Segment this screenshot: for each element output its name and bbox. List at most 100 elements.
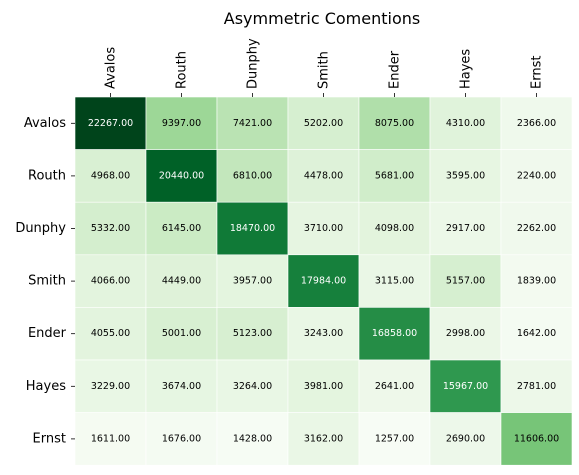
column-tick-label: Ender	[388, 50, 403, 89]
cell-value-label: 4310.00	[446, 118, 485, 129]
cell-value-label: 2998.00	[446, 328, 485, 339]
cell-value-label: 5681.00	[375, 170, 414, 181]
cell-value-label: 11606.00	[514, 433, 559, 444]
cell-value-label: 4478.00	[304, 170, 343, 181]
cell-value-label: 18470.00	[230, 223, 275, 234]
heatmap-cell	[287, 412, 360, 466]
cell-value-label: 4098.00	[375, 223, 414, 234]
cell-value-label: 5123.00	[233, 328, 272, 339]
cell-value-label: 1676.00	[162, 433, 201, 444]
heatmap-cell	[74, 96, 147, 150]
heatmap-cell	[429, 201, 502, 256]
heatmap-cell	[145, 254, 218, 308]
cell-value-label: 2366.00	[517, 118, 556, 129]
heatmap-cell	[429, 254, 502, 308]
cell-value-label: 1428.00	[233, 433, 272, 444]
cell-value-label: 3162.00	[304, 433, 343, 444]
cell-value-label: 8075.00	[375, 118, 414, 129]
heatmap-cell	[74, 359, 147, 413]
cell-value-label: 9397.00	[162, 118, 201, 129]
heatmap-cell	[74, 201, 147, 256]
column-tick-label: Routh	[175, 51, 190, 89]
cell-value-label: 5157.00	[446, 276, 485, 287]
heatmap-cell	[358, 149, 431, 203]
row-tick-label: Smith	[28, 274, 66, 289]
heatmap-cell	[287, 359, 360, 413]
column-tick-label: Avalos	[104, 47, 119, 89]
column-tick-label: Ernst	[530, 56, 545, 89]
cell-value-label: 7421.00	[233, 118, 272, 129]
cell-value-label: 2781.00	[517, 381, 556, 392]
cell-value-label: 5332.00	[91, 223, 130, 234]
cell-value-label: 1839.00	[517, 276, 556, 287]
cell-value-label: 20440.00	[159, 170, 204, 181]
cell-value-label: 5202.00	[304, 118, 343, 129]
heatmap-cells: 22267.00 9397.00 7421.00 5202.00 8075.00 4310…	[74, 96, 573, 466]
cell-value-label: 6145.00	[162, 223, 201, 234]
heatmap-cell	[216, 359, 289, 413]
heatmap-cell	[358, 96, 431, 150]
heatmap-cell	[429, 96, 502, 150]
cell-value-label: 16858.00	[372, 328, 417, 339]
heatmap-cell	[216, 201, 289, 256]
cell-value-label: 3710.00	[304, 223, 343, 234]
heatmap-cell	[74, 254, 147, 308]
heatmap-cell	[429, 412, 502, 466]
cell-value-label: 3674.00	[162, 381, 201, 392]
column-tick-label: Hayes	[459, 49, 474, 89]
heatmap-cell	[74, 412, 147, 466]
heatmap-cell	[216, 412, 289, 466]
column-tick-label: Dunphy	[246, 38, 261, 89]
column-tick-labels: Avalos Routh Dunphy Smith Ender Hayes Ernst	[104, 38, 545, 97]
chart-title: Asymmetric Comentions	[224, 9, 420, 28]
cell-value-label: 2641.00	[375, 381, 414, 392]
heatmap-cell	[500, 359, 573, 413]
cell-value-label: 2240.00	[517, 170, 556, 181]
column-tick-label: Smith	[317, 51, 332, 89]
heatmap-cell	[358, 412, 431, 466]
cell-value-label: 3229.00	[91, 381, 130, 392]
cell-value-label: 1257.00	[375, 433, 414, 444]
heatmap-cell	[500, 254, 573, 308]
cell-value-label: 3115.00	[375, 276, 414, 287]
cell-value-label: 1611.00	[91, 433, 130, 444]
row-tick-label: Ernst	[33, 431, 66, 446]
cell-value-label: 4449.00	[162, 276, 201, 287]
row-tick-label: Hayes	[26, 379, 66, 394]
row-tick-label: Dunphy	[15, 221, 66, 236]
cell-value-label: 2262.00	[517, 223, 556, 234]
heatmap-cell	[500, 412, 573, 466]
cell-value-label: 3981.00	[304, 381, 343, 392]
heatmap-cell	[500, 149, 573, 203]
row-tick-labels: Avalos Routh Dunphy Smith Ender Hayes Ernst	[15, 116, 75, 446]
row-tick-label: Ender	[28, 326, 67, 341]
cell-value-label: 17984.00	[301, 276, 346, 287]
cell-value-label: 15967.00	[443, 381, 488, 392]
heatmap-cell	[145, 96, 218, 150]
heatmap-cell	[145, 359, 218, 413]
cell-value-label: 3595.00	[446, 170, 485, 181]
row-tick-label: Routh	[28, 168, 66, 183]
cell-value-label: 1642.00	[517, 328, 556, 339]
cell-value-label: 4066.00	[91, 276, 130, 287]
heatmap-cell	[358, 359, 431, 413]
heatmap-cell	[287, 96, 360, 150]
cell-value-label: 4055.00	[91, 328, 130, 339]
heatmap-cell	[145, 201, 218, 256]
heatmap-cell	[287, 254, 360, 308]
heatmap-cell	[287, 201, 360, 256]
cell-value-label: 4968.00	[91, 170, 130, 181]
heatmap-cell	[500, 307, 573, 361]
heatmap-cell	[500, 201, 573, 256]
cell-value-label: 6810.00	[233, 170, 272, 181]
row-tick-label: Avalos	[24, 116, 66, 131]
heatmap-cell	[358, 201, 431, 256]
cell-value-label: 3957.00	[233, 276, 272, 287]
heatmap-cell	[74, 307, 147, 361]
cell-value-label: 2690.00	[446, 433, 485, 444]
heatmap-cell	[216, 307, 289, 361]
heatmap-cell	[216, 149, 289, 203]
cell-value-label: 3264.00	[233, 381, 272, 392]
heatmap-cell	[429, 149, 502, 203]
